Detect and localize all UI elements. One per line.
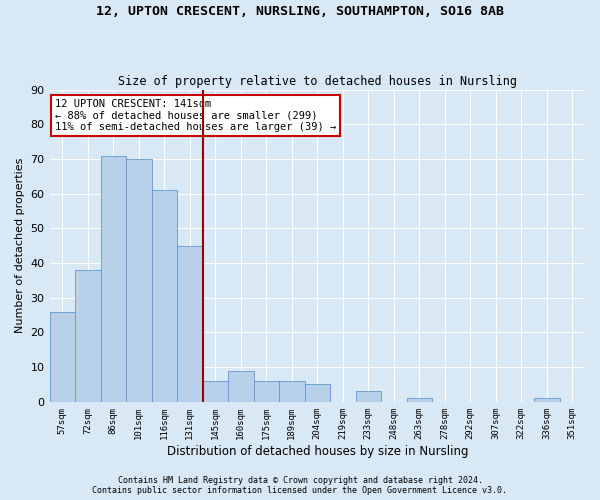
Bar (203, 381, 228, 402)
Bar (407, 398, 432, 402)
Bar (356, 392, 381, 402)
Text: 12, UPTON CRESCENT, NURSLING, SOUTHAMPTON, SO16 8AB: 12, UPTON CRESCENT, NURSLING, SOUTHAMPTO… (96, 5, 504, 18)
X-axis label: Distribution of detached houses by size in Nursling: Distribution of detached houses by size … (167, 444, 468, 458)
Bar (305, 384, 330, 402)
Bar (126, 159, 152, 402)
Bar (254, 381, 279, 402)
Bar (75, 270, 101, 402)
Y-axis label: Number of detached properties: Number of detached properties (15, 158, 25, 334)
Title: Size of property relative to detached houses in Nursling: Size of property relative to detached ho… (118, 76, 517, 88)
Bar (534, 398, 560, 402)
Bar (228, 370, 254, 402)
Bar (152, 190, 177, 402)
Bar (50, 312, 75, 402)
Text: 12 UPTON CRESCENT: 141sqm
← 88% of detached houses are smaller (299)
11% of semi: 12 UPTON CRESCENT: 141sqm ← 88% of detac… (55, 99, 336, 132)
Bar (177, 246, 203, 402)
Text: Contains HM Land Registry data © Crown copyright and database right 2024.
Contai: Contains HM Land Registry data © Crown c… (92, 476, 508, 495)
Bar (101, 156, 126, 402)
Bar (279, 381, 305, 402)
